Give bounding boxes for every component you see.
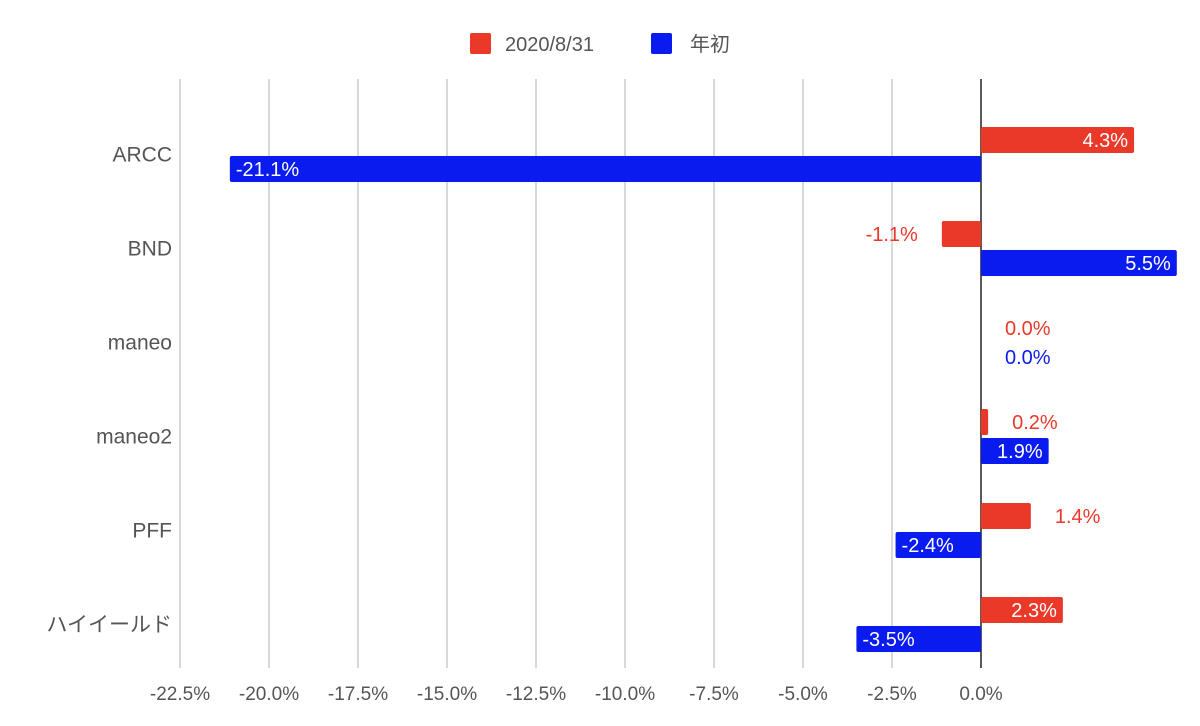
category-label: ARCC xyxy=(112,144,172,167)
category-label: BND xyxy=(128,238,172,261)
data-label: 0.0% xyxy=(1005,318,1051,340)
data-label: 4.3% xyxy=(1082,130,1128,152)
bar xyxy=(981,250,1177,276)
x-tick-label: 0.0% xyxy=(959,684,1002,705)
bar xyxy=(895,532,981,558)
category-label: ハイイールド xyxy=(46,614,172,637)
legend-swatch xyxy=(470,33,491,54)
data-label: 5.5% xyxy=(1125,253,1171,275)
data-label: 1.4% xyxy=(1055,506,1101,528)
data-label: -3.5% xyxy=(862,629,914,651)
data-labels: 4.3% -21.1% -1.1% 5.5% 0.0% 0.0% 0.2% 1.9% 1.4% -… xyxy=(236,130,1171,651)
bar xyxy=(981,597,1063,623)
x-tick-label: -22.5% xyxy=(150,684,210,705)
x-tick-label: -20.0% xyxy=(239,684,299,705)
bar xyxy=(856,626,981,652)
x-tick-label: -10.0% xyxy=(595,684,655,705)
legend-swatch xyxy=(651,33,672,54)
category-label: PFF xyxy=(132,520,172,543)
x-tick-label: -15.0% xyxy=(417,684,477,705)
bars xyxy=(229,127,1177,652)
legend-label: 2020/8/31 xyxy=(505,34,594,56)
category-label: maneo xyxy=(108,332,172,355)
category-label: maneo2 xyxy=(96,426,172,449)
bar xyxy=(981,503,1031,529)
x-tick-label: -5.0% xyxy=(778,684,828,705)
bar xyxy=(981,127,1135,153)
bar xyxy=(941,221,981,247)
data-label: -2.4% xyxy=(902,535,954,557)
data-label: 1.9% xyxy=(997,441,1043,463)
x-tick-label: -7.5% xyxy=(689,684,739,705)
data-label: -21.1% xyxy=(236,159,300,181)
data-label: -1.1% xyxy=(866,224,918,246)
data-label: 2.3% xyxy=(1011,600,1057,622)
bar xyxy=(981,409,989,435)
category-labels: ARCC BND maneo maneo2 PFF ハイイールド xyxy=(46,144,172,637)
x-axis-ticks: -22.5% -20.0% -17.5% -15.0% -12.5% -10.0% -7.5… xyxy=(150,684,1003,705)
bar xyxy=(981,438,1049,464)
data-label: 0.0% xyxy=(1005,347,1051,369)
bar xyxy=(229,156,982,182)
data-label: 0.2% xyxy=(1012,412,1058,434)
x-tick-label: -12.5% xyxy=(506,684,566,705)
legend: 2020/8/31 年初 xyxy=(470,33,730,56)
x-tick-label: -17.5% xyxy=(328,684,388,705)
x-tick-label: -2.5% xyxy=(867,684,917,705)
legend-label: 年初 xyxy=(690,33,730,56)
